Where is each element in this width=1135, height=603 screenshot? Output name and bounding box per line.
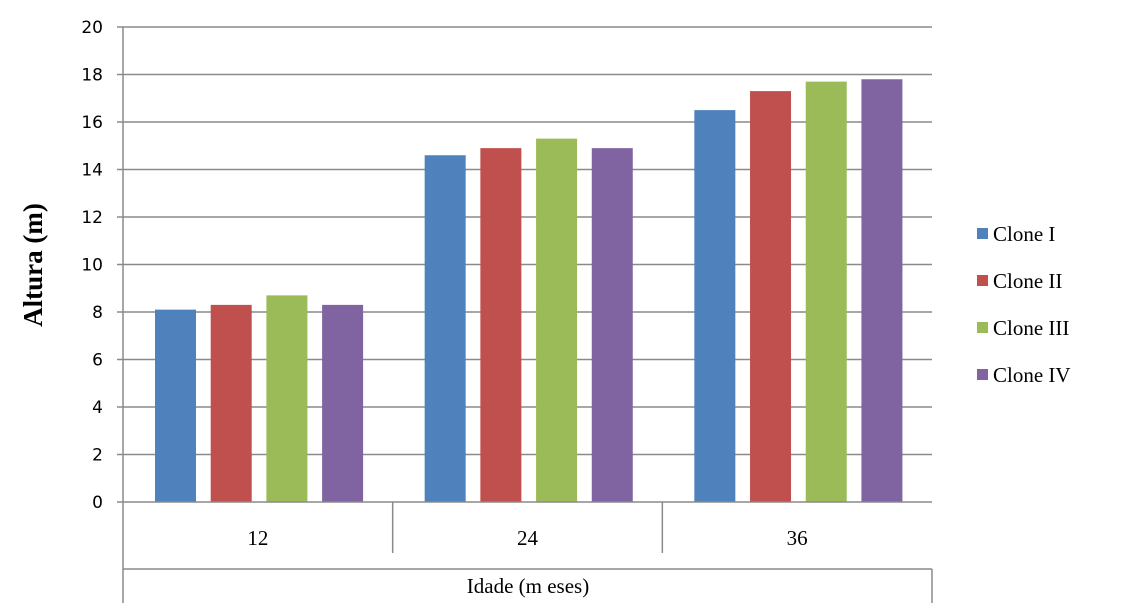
legend-label: Clone IV [993, 363, 1071, 387]
y-tick-label: 16 [81, 113, 103, 133]
legend-swatch [977, 369, 988, 380]
y-tick-label: 2 [92, 446, 103, 466]
bar [424, 155, 466, 502]
bar [536, 138, 578, 502]
bar [750, 91, 792, 502]
legend-label: Clone III [993, 316, 1069, 340]
bar [861, 79, 903, 502]
legend-swatch [977, 322, 988, 333]
x-category-label: 24 [517, 526, 539, 550]
axes [122, 27, 933, 603]
y-tick-label: 18 [81, 66, 103, 86]
bar [322, 304, 364, 502]
x-category-label: 36 [787, 526, 808, 550]
y-tick-label: 10 [81, 256, 103, 276]
y-tick-label: 20 [81, 18, 103, 38]
y-tick-labels: 0 2 4 6 8 10 12 14 16 18 20 [81, 18, 103, 513]
bar [210, 304, 252, 502]
legend-swatch [977, 275, 988, 286]
x-category-labels: 12 24 36 [247, 526, 807, 550]
bar [480, 148, 522, 502]
y-tick-label: 8 [92, 303, 103, 323]
y-tick-label: 6 [92, 351, 103, 371]
gridlines [117, 26, 932, 503]
y-tick-label: 14 [81, 161, 103, 181]
x-category-label: 12 [247, 526, 268, 550]
legend-label: Clone I [993, 222, 1055, 246]
bar [266, 295, 308, 502]
bar [155, 309, 196, 502]
legend: Clone I Clone II Clone III Clone IV [977, 222, 1071, 387]
legend-label: Clone II [993, 269, 1062, 293]
legend-swatch [977, 228, 988, 239]
bar [591, 148, 633, 502]
y-axis-title: Altura (m) [18, 203, 48, 327]
y-tick-label: 0 [92, 493, 103, 513]
x-axis-title: Idade (m eses) [467, 574, 589, 598]
y-tick-label: 12 [81, 208, 103, 228]
bar [694, 110, 736, 502]
bars [155, 79, 903, 502]
y-tick-label: 4 [92, 398, 103, 418]
bar [805, 81, 847, 502]
